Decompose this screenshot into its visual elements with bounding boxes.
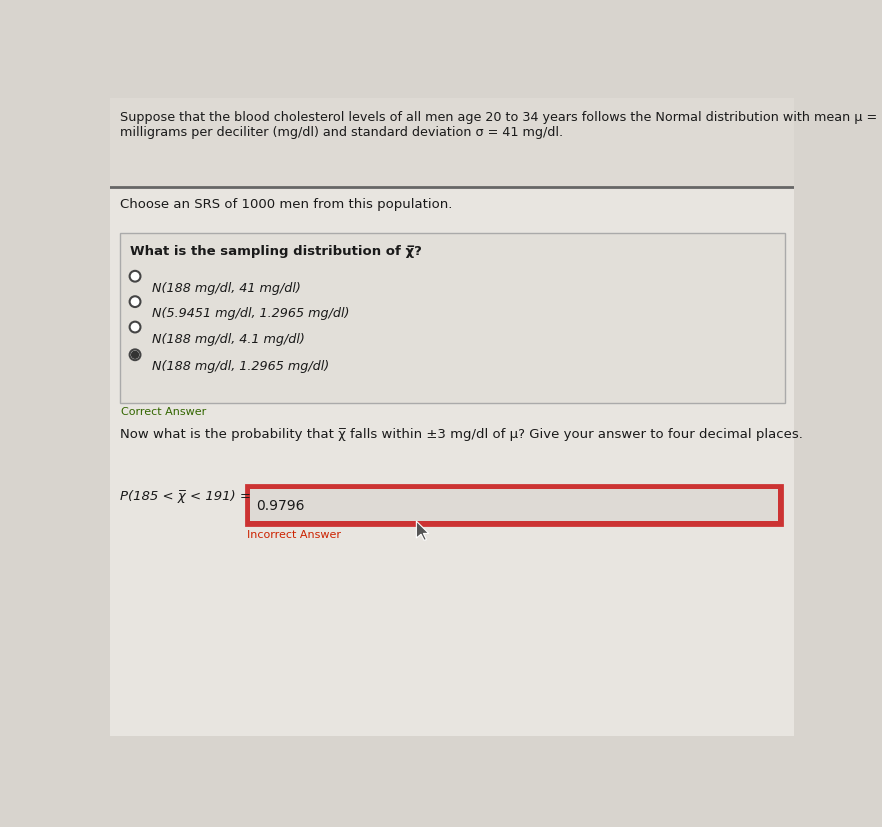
Text: N(188 mg/dl, 1.2965 mg/dl): N(188 mg/dl, 1.2965 mg/dl) (152, 360, 329, 373)
FancyBboxPatch shape (120, 234, 784, 403)
Text: milligrams per deciliter (mg/dl) and standard deviation σ = 41 mg/dl.: milligrams per deciliter (mg/dl) and sta… (120, 126, 563, 138)
Text: P(185 < χ̅ < 191) =: P(185 < χ̅ < 191) = (120, 490, 250, 503)
Text: What is the sampling distribution of χ̅?: What is the sampling distribution of χ̅? (131, 245, 422, 257)
Text: N(5.9451 mg/dl, 1.2965 mg/dl): N(5.9451 mg/dl, 1.2965 mg/dl) (152, 307, 349, 320)
Text: Now what is the probability that χ̅ falls within ±3 mg/dl of μ? Give your answer: Now what is the probability that χ̅ fall… (120, 428, 803, 441)
FancyBboxPatch shape (250, 489, 778, 522)
FancyBboxPatch shape (110, 99, 794, 736)
Circle shape (131, 351, 138, 359)
Circle shape (130, 350, 140, 361)
Text: Incorrect Answer: Incorrect Answer (248, 529, 341, 539)
Text: N(188 mg/dl, 4.1 mg/dl): N(188 mg/dl, 4.1 mg/dl) (152, 332, 305, 345)
FancyBboxPatch shape (110, 99, 794, 188)
Circle shape (130, 271, 140, 282)
Text: Choose an SRS of 1000 men from this population.: Choose an SRS of 1000 men from this popu… (120, 198, 452, 211)
Text: N(188 mg/dl, 41 mg/dl): N(188 mg/dl, 41 mg/dl) (152, 281, 301, 294)
Text: Correct Answer: Correct Answer (121, 406, 206, 416)
Polygon shape (416, 522, 429, 541)
Circle shape (130, 297, 140, 308)
Text: 0.9796: 0.9796 (256, 499, 304, 512)
Text: Suppose that the blood cholesterol levels of all men age 20 to 34 years follows : Suppose that the blood cholesterol level… (120, 111, 882, 124)
Circle shape (130, 323, 140, 333)
FancyBboxPatch shape (246, 485, 782, 525)
